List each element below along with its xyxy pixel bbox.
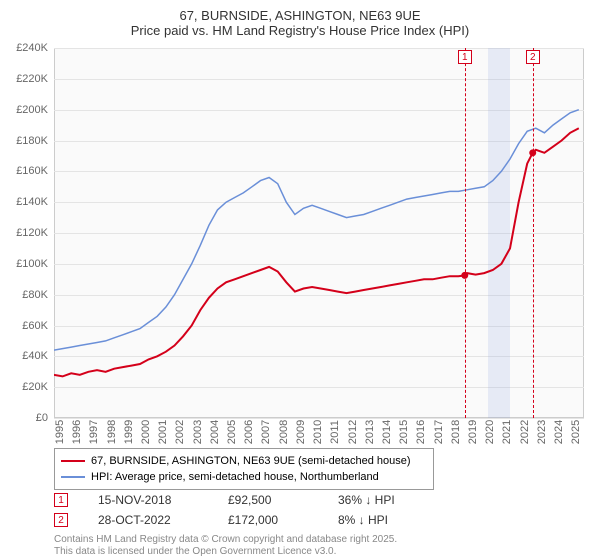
marker-table-row: 1 15-NOV-2018 £92,500 36% ↓ HPI bbox=[54, 490, 418, 510]
marker-date: 15-NOV-2018 bbox=[98, 493, 198, 507]
x-tick-label: 2020 bbox=[484, 420, 496, 444]
legend-label: 67, BURNSIDE, ASHINGTON, NE63 9UE (semi-… bbox=[91, 455, 411, 467]
x-tick-label: 2003 bbox=[192, 420, 204, 444]
chart-area: 12 bbox=[54, 48, 584, 418]
x-tick-label: 2023 bbox=[536, 420, 548, 444]
y-tick-label: £160K bbox=[16, 165, 48, 177]
x-tick-label: 2021 bbox=[501, 420, 513, 444]
title-block: 67, BURNSIDE, ASHINGTON, NE63 9UE Price … bbox=[0, 0, 600, 42]
y-tick-label: £0 bbox=[36, 412, 48, 424]
chart-container: 67, BURNSIDE, ASHINGTON, NE63 9UE Price … bbox=[0, 0, 600, 560]
marker-date: 28-OCT-2022 bbox=[98, 513, 198, 527]
marker-line bbox=[533, 48, 534, 418]
legend-row: HPI: Average price, semi-detached house,… bbox=[61, 469, 427, 485]
legend-label: HPI: Average price, semi-detached house,… bbox=[91, 471, 379, 483]
y-tick-label: £120K bbox=[16, 227, 48, 239]
marker-badge: 1 bbox=[54, 493, 68, 507]
marker-hpi: 36% ↓ HPI bbox=[338, 493, 418, 507]
marker-price: £92,500 bbox=[228, 493, 308, 507]
x-tick-label: 2025 bbox=[570, 420, 582, 444]
y-tick-label: £140K bbox=[16, 196, 48, 208]
x-tick-label: 2017 bbox=[433, 420, 445, 444]
legend-swatch bbox=[61, 476, 85, 478]
x-tick-label: 2014 bbox=[381, 420, 393, 444]
marker-badge: 2 bbox=[54, 513, 68, 527]
y-tick-label: £100K bbox=[16, 258, 48, 270]
marker-badge-on-plot: 1 bbox=[458, 50, 472, 64]
x-tick-label: 2015 bbox=[398, 420, 410, 444]
x-tick-label: 1999 bbox=[123, 420, 135, 444]
y-tick-label: £240K bbox=[16, 42, 48, 54]
x-tick-label: 2004 bbox=[209, 420, 221, 444]
legend-row: 67, BURNSIDE, ASHINGTON, NE63 9UE (semi-… bbox=[61, 453, 427, 469]
marker-line bbox=[465, 48, 466, 418]
x-tick-label: 1997 bbox=[88, 420, 100, 444]
x-tick-label: 2010 bbox=[312, 420, 324, 444]
y-tick-label: £180K bbox=[16, 135, 48, 147]
legend-swatch bbox=[61, 460, 85, 462]
x-tick-label: 1995 bbox=[54, 420, 66, 444]
x-tick-label: 2006 bbox=[243, 420, 255, 444]
x-tick-label: 2000 bbox=[140, 420, 152, 444]
y-axis: £0£20K£40K£60K£80K£100K£120K£140K£160K£1… bbox=[0, 48, 54, 418]
x-tick-label: 2009 bbox=[295, 420, 307, 444]
x-axis: 1995 1996 1997 1998 1999 2000 2001 2002 2003 2004… bbox=[54, 418, 584, 448]
x-tick-label: 2012 bbox=[347, 420, 359, 444]
x-tick-label: 2008 bbox=[278, 420, 290, 444]
title-subtitle: Price paid vs. HM Land Registry's House … bbox=[10, 23, 590, 38]
x-tick-label: 2013 bbox=[364, 420, 376, 444]
series-hpi bbox=[54, 110, 579, 351]
series-property bbox=[54, 128, 579, 376]
y-tick-label: £60K bbox=[22, 320, 48, 332]
legend: 67, BURNSIDE, ASHINGTON, NE63 9UE (semi-… bbox=[54, 448, 434, 490]
marker-hpi: 8% ↓ HPI bbox=[338, 513, 418, 527]
x-tick-label: 2001 bbox=[157, 420, 169, 444]
x-tick-label: 2016 bbox=[415, 420, 427, 444]
marker-table-row: 2 28-OCT-2022 £172,000 8% ↓ HPI bbox=[54, 510, 418, 530]
markers-table: 1 15-NOV-2018 £92,500 36% ↓ HPI 2 28-OCT-2022… bbox=[54, 490, 418, 530]
x-tick-label: 1998 bbox=[106, 420, 118, 444]
title-address: 67, BURNSIDE, ASHINGTON, NE63 9UE bbox=[10, 8, 590, 23]
y-tick-label: £220K bbox=[16, 73, 48, 85]
y-tick-label: £80K bbox=[22, 289, 48, 301]
x-tick-label: 2002 bbox=[174, 420, 186, 444]
y-tick-label: £200K bbox=[16, 104, 48, 116]
copyright-line2: This data is licensed under the Open Gov… bbox=[54, 546, 397, 558]
x-tick-label: 2019 bbox=[467, 420, 479, 444]
marker-badge-on-plot: 2 bbox=[526, 50, 540, 64]
copyright: Contains HM Land Registry data © Crown c… bbox=[54, 534, 397, 558]
marker-price: £172,000 bbox=[228, 513, 308, 527]
x-tick-label: 2007 bbox=[260, 420, 272, 444]
x-tick-label: 2011 bbox=[329, 420, 341, 444]
x-tick-label: 2018 bbox=[450, 420, 462, 444]
y-tick-label: £40K bbox=[22, 350, 48, 362]
y-tick-label: £20K bbox=[22, 381, 48, 393]
x-tick-label: 1996 bbox=[71, 420, 83, 444]
x-tick-label: 2005 bbox=[226, 420, 238, 444]
x-tick-label: 2022 bbox=[519, 420, 531, 444]
copyright-line1: Contains HM Land Registry data © Crown c… bbox=[54, 534, 397, 546]
plot-svg bbox=[54, 48, 584, 418]
x-tick-label: 2024 bbox=[553, 420, 565, 444]
